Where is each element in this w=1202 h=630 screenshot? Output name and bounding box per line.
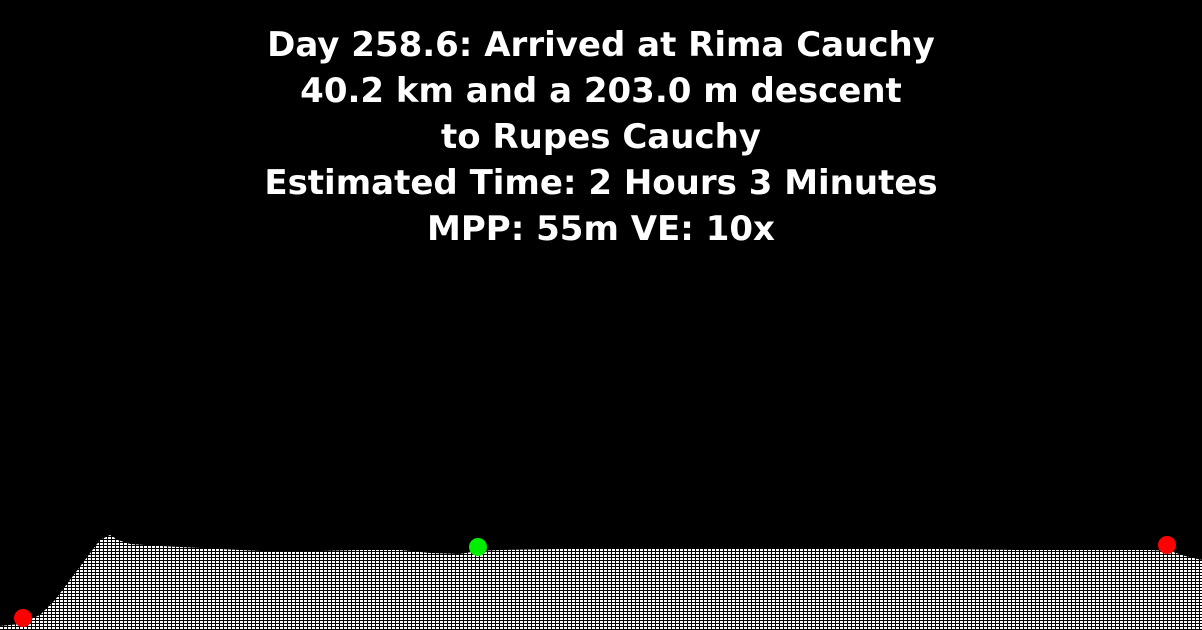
- current-position-marker: [469, 538, 487, 556]
- caption-distance-line: 40.2 km and a 203.0 m descent: [300, 71, 902, 111]
- end-marker: [1158, 536, 1176, 554]
- start-marker: [14, 609, 32, 627]
- caption-destination-line: to Rupes Cauchy: [441, 117, 761, 157]
- route-caption: Day 258.6: Arrived at Rima Cauchy 40.2 k…: [0, 22, 1202, 252]
- caption-day-line: Day 258.6: Arrived at Rima Cauchy: [267, 25, 935, 65]
- terrain-surface: [0, 535, 1202, 630]
- caption-time-line: Estimated Time: 2 Hours 3 Minutes: [264, 163, 938, 203]
- caption-scale-line: MPP: 55m VE: 10x: [427, 209, 775, 249]
